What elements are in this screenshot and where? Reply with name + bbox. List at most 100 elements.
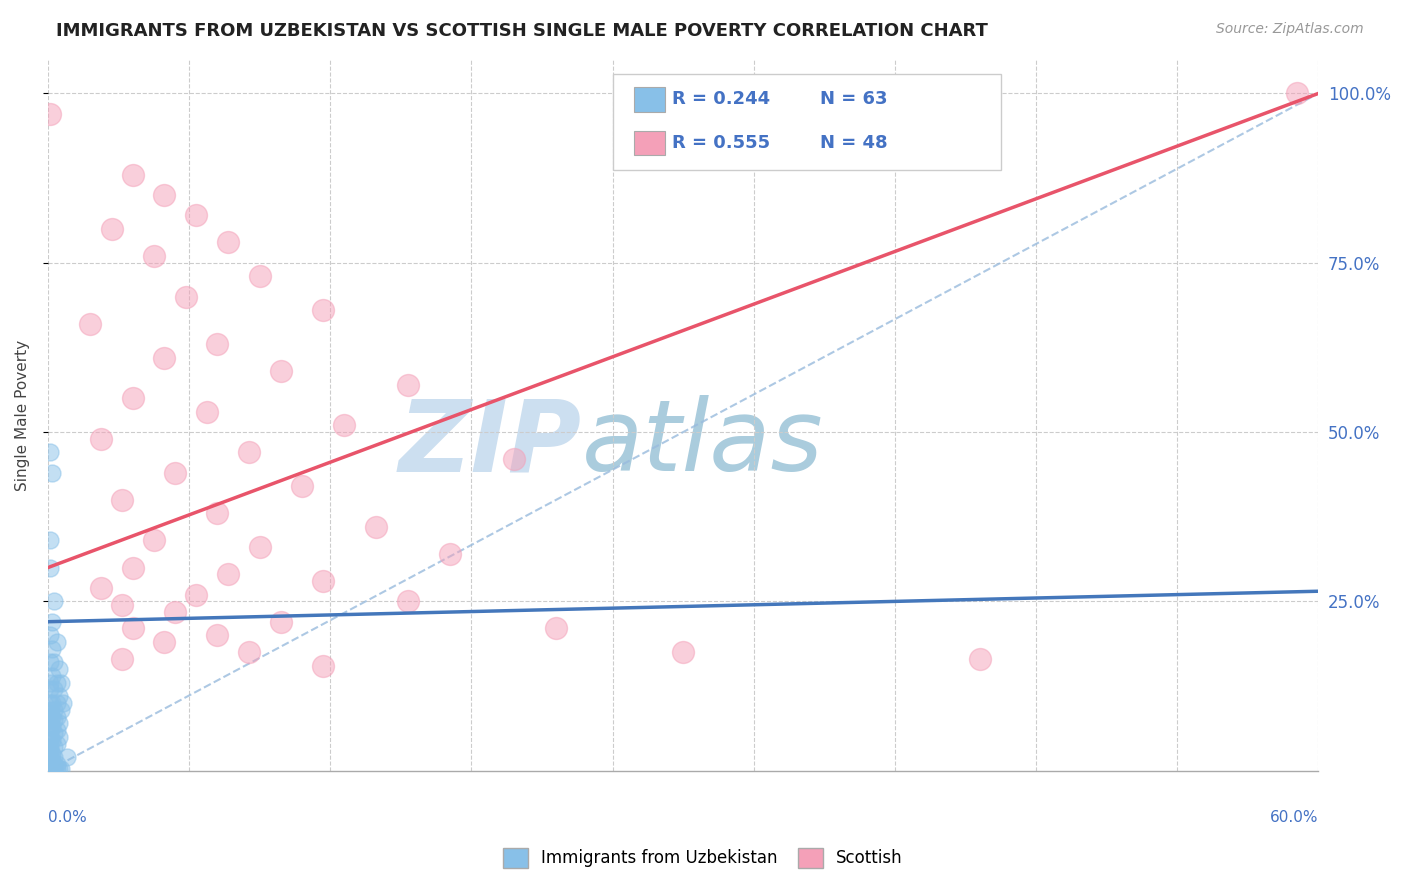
Point bbox=[121, 168, 143, 182]
FancyBboxPatch shape bbox=[634, 87, 665, 112]
Point bbox=[44, 682, 66, 697]
Point bbox=[45, 762, 67, 776]
Point bbox=[45, 737, 67, 751]
Point bbox=[39, 713, 62, 727]
Point bbox=[396, 594, 419, 608]
Point bbox=[165, 605, 187, 619]
Point bbox=[90, 581, 112, 595]
Point bbox=[39, 754, 62, 768]
Text: IMMIGRANTS FROM UZBEKISTAN VS SCOTTISH SINGLE MALE POVERTY CORRELATION CHART: IMMIGRANTS FROM UZBEKISTAN VS SCOTTISH S… bbox=[56, 22, 988, 40]
Point bbox=[44, 762, 66, 776]
Point bbox=[41, 641, 63, 656]
Legend: Immigrants from Uzbekistan, Scottish: Immigrants from Uzbekistan, Scottish bbox=[496, 841, 910, 875]
Point bbox=[39, 762, 62, 776]
Point bbox=[1286, 87, 1309, 101]
Point bbox=[39, 675, 62, 690]
Point bbox=[207, 507, 229, 521]
Point bbox=[39, 726, 62, 740]
Point bbox=[153, 635, 176, 649]
Text: ZIP: ZIP bbox=[398, 395, 582, 492]
Point bbox=[502, 452, 524, 467]
Text: atlas: atlas bbox=[582, 395, 823, 492]
Point bbox=[111, 652, 134, 666]
Point bbox=[56, 750, 79, 764]
Point bbox=[45, 723, 67, 737]
Point bbox=[41, 762, 63, 776]
Point bbox=[111, 492, 134, 507]
Point bbox=[45, 696, 67, 710]
Point bbox=[121, 622, 143, 636]
Point bbox=[291, 479, 314, 493]
Point bbox=[39, 720, 62, 734]
Point bbox=[165, 466, 187, 480]
Point bbox=[100, 222, 122, 236]
Point bbox=[39, 750, 62, 764]
Point bbox=[207, 628, 229, 642]
Point bbox=[39, 756, 62, 771]
Point bbox=[142, 533, 165, 548]
Point bbox=[270, 364, 292, 378]
FancyBboxPatch shape bbox=[613, 74, 1001, 169]
Point bbox=[121, 560, 143, 574]
Point bbox=[111, 598, 134, 612]
Point bbox=[44, 750, 66, 764]
Text: N = 48: N = 48 bbox=[820, 134, 889, 152]
Point bbox=[270, 615, 292, 629]
Point bbox=[217, 235, 239, 250]
Point bbox=[49, 703, 72, 717]
Point bbox=[90, 432, 112, 446]
Point bbox=[39, 682, 62, 697]
Point bbox=[41, 733, 63, 747]
Point bbox=[39, 533, 62, 548]
Point bbox=[186, 588, 208, 602]
Point bbox=[39, 743, 62, 757]
Point bbox=[39, 703, 62, 717]
Point bbox=[217, 567, 239, 582]
Point bbox=[439, 547, 461, 561]
Point bbox=[333, 418, 356, 433]
Point bbox=[153, 351, 176, 365]
Point bbox=[49, 762, 72, 776]
Point bbox=[48, 662, 70, 676]
Point bbox=[41, 720, 63, 734]
Point bbox=[41, 466, 63, 480]
Point bbox=[207, 337, 229, 351]
Point bbox=[39, 628, 62, 642]
Point bbox=[186, 208, 208, 222]
Point bbox=[44, 726, 66, 740]
Text: N = 63: N = 63 bbox=[820, 90, 887, 109]
Point bbox=[48, 730, 70, 744]
Point bbox=[52, 696, 75, 710]
Point bbox=[312, 574, 335, 588]
Text: 60.0%: 60.0% bbox=[1270, 810, 1319, 825]
Point bbox=[49, 675, 72, 690]
Point bbox=[79, 317, 101, 331]
Point bbox=[396, 377, 419, 392]
Point bbox=[39, 445, 62, 459]
Point bbox=[39, 706, 62, 720]
Point bbox=[366, 520, 388, 534]
Point bbox=[39, 733, 62, 747]
Point bbox=[41, 615, 63, 629]
Point bbox=[44, 739, 66, 754]
Point bbox=[39, 696, 62, 710]
Text: R = 0.555: R = 0.555 bbox=[672, 134, 770, 152]
Point bbox=[48, 690, 70, 704]
Point bbox=[41, 756, 63, 771]
Point bbox=[41, 760, 63, 774]
Point bbox=[45, 709, 67, 723]
Point bbox=[44, 594, 66, 608]
FancyBboxPatch shape bbox=[634, 131, 665, 155]
Text: Source: ZipAtlas.com: Source: ZipAtlas.com bbox=[1216, 22, 1364, 37]
Point bbox=[41, 747, 63, 761]
Point bbox=[41, 709, 63, 723]
Point bbox=[48, 762, 70, 776]
Point bbox=[312, 303, 335, 318]
Y-axis label: Single Male Poverty: Single Male Poverty bbox=[15, 340, 30, 491]
Point bbox=[48, 716, 70, 731]
Point bbox=[195, 405, 218, 419]
Point bbox=[672, 645, 695, 659]
Point bbox=[312, 658, 335, 673]
Point bbox=[44, 703, 66, 717]
Point bbox=[249, 540, 271, 554]
